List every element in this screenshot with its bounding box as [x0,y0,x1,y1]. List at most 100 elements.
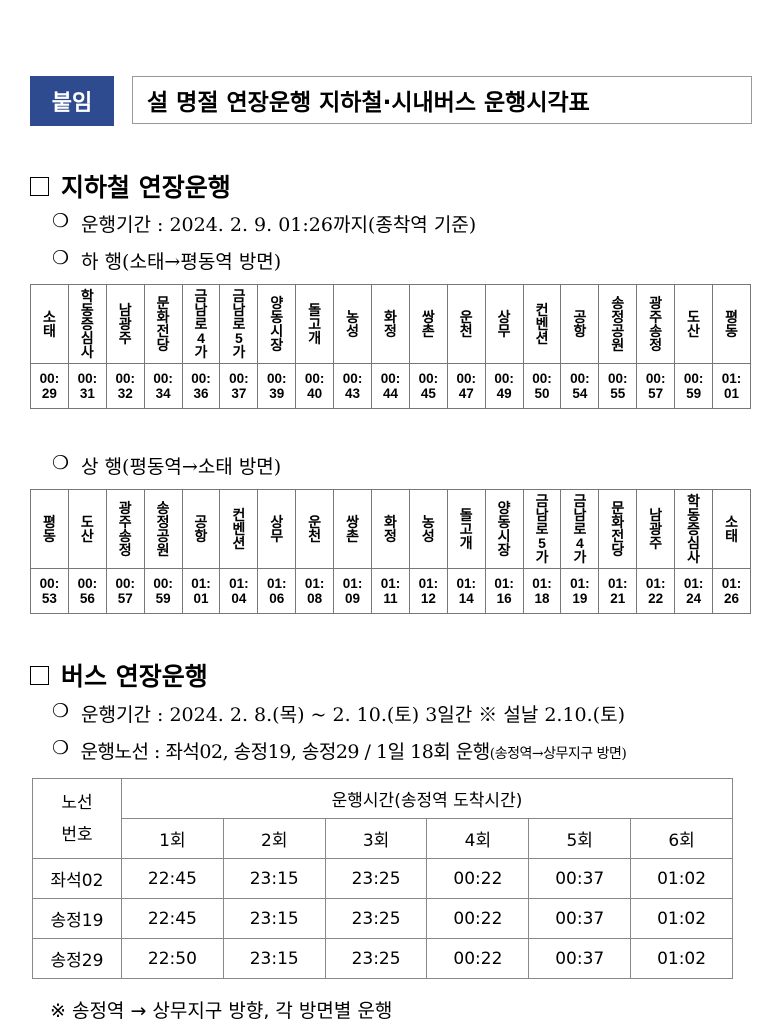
time-cell: 00:55 [598,363,638,409]
time-value: 00:44 [380,371,401,401]
time-cell: 01:12 [408,568,448,614]
time-cell: 00:36 [181,363,221,409]
station-name: 쌍촌 [421,309,435,339]
time-value: 01:16 [494,576,514,606]
time-value: 00:29 [39,371,60,401]
time-cell: 22:50 [121,938,224,979]
time-cell: 00:39 [257,363,297,409]
time-cell: 00:57 [636,363,676,409]
column-header: 5회 [528,818,632,859]
column-header: 2회 [222,818,326,859]
station-cell: 운천 [446,284,486,364]
station-cell: 남광주 [636,489,676,569]
station-cell: 금남로4가 [181,284,221,364]
time-value: 01:01 [721,371,742,401]
time-cell: 00:29 [30,363,69,409]
time-cell: 00:43 [333,363,373,409]
time-cell: 01:14 [446,568,486,614]
station-name: 송정공원 [156,500,170,558]
time-cell: 22:45 [121,898,224,939]
column-header: 3회 [324,818,428,859]
route-cell: 송정29 [32,938,122,979]
time-value: 00:59 [153,576,173,606]
route-note: (송정역→상무지구 방면) [489,746,627,762]
time-cell: 23:25 [324,898,428,939]
time-cell: 00:56 [67,568,107,614]
time-cell: 23:15 [222,858,326,899]
time-cell: 00:34 [143,363,183,409]
time-cell: 01:09 [333,568,373,614]
time-cell: 01:04 [219,568,259,614]
station-name: 학동증심사 [80,288,94,360]
time-value: 00:49 [494,371,514,401]
time-value: 00:40 [304,371,325,401]
time-value: 00:37 [229,371,249,401]
station-cell: 돌고개 [295,284,335,364]
station-name: 공항 [573,309,587,339]
circle-bullet-icon: ❍ [52,247,70,269]
column-header-row: 1회 2회 3회 4회 5회 6회 [33,818,733,859]
station-name: 컨벤션 [232,507,246,551]
time-value: 01:14 [456,576,476,606]
group-header: 운행시간(송정역 도착시간) [121,778,733,819]
station-cell: 평동 [30,489,69,569]
time-value: 00:36 [191,371,211,401]
header-row: 노선 번호 운행시간(송정역 도착시간) [32,778,733,859]
subway-section-heading: 지하철 연장운행 [30,168,231,204]
station-cell: 운천 [295,489,335,569]
bus-schedule-table: 노선 번호 운행시간(송정역 도착시간) 1회 2회 3회 4회 5회 6회 좌석02 22:45… [32,778,733,979]
time-cell: 01:06 [257,568,297,614]
station-cell: 평동 [712,284,751,364]
station-cell: 공항 [181,489,221,569]
station-cell: 소태 [30,284,69,364]
bus-footnote: ※ 송정역 → 상무지구 방향, 각 방면별 운행 [50,1000,393,1022]
time-cell: 01:02 [630,938,733,979]
time-cell: 00:22 [426,858,530,899]
subway-down-table: 소태 학동증심사 남광주 문화전당 금남로4가 금남로5가 양동시장 돌고개 농성 화정 쌍촌 운천 상… [30,284,751,409]
time-value: 00:57 [115,576,135,606]
time-value: 00:43 [342,371,363,401]
station-name: 화정 [384,309,397,339]
time-cell: 00:40 [295,363,335,409]
station-cell: 금남로5가 [522,489,562,569]
subway-period: ❍ 운행기간 : 2024. 2. 9. 01:26까지(종착역 기준) [52,210,476,237]
station-cell: 양동시장 [484,489,524,569]
station-name: 금남로4가 [573,493,587,565]
station-name: 도산 [687,309,701,339]
time-cell: 01:02 [630,898,733,939]
time-value: 00:55 [608,371,628,401]
station-cell: 남광주 [105,284,145,364]
station-row: 소태 학동증심사 남광주 문화전당 금남로4가 금남로5가 양동시장 돌고개 농성 화정 쌍촌 운천 상… [30,284,751,364]
station-name: 남광주 [118,302,132,346]
station-name: 광주송정 [649,295,663,353]
route-cell: 송정19 [32,898,122,939]
station-name: 돌고개 [459,507,473,551]
station-name: 공항 [194,514,208,544]
time-cell: 01:02 [630,858,733,899]
time-row: 00:53 00:56 00:57 00:59 01:01 01:04 01:06 01:08… [30,568,751,614]
circle-bullet-icon: ❍ [52,737,69,759]
time-cell: 01:21 [598,568,638,614]
table-row: 좌석02 22:45 23:15 23:25 00:22 00:37 01:02 [32,858,733,899]
station-cell: 돌고개 [446,489,486,569]
time-cell: 00:53 [30,568,69,614]
station-cell: 학동증심사 [674,489,714,569]
station-name: 광주송정 [118,500,132,558]
station-cell: 송정공원 [143,489,183,569]
bus-route: ❍ 운행노선 : 좌석02, 송정19, 송정29 / 1일 18회 운행(송정역… [52,737,627,764]
station-cell: 쌍촌 [333,489,373,569]
time-value: 01:01 [191,576,211,606]
station-name: 화정 [384,514,397,544]
station-name: 금남로5가 [535,493,549,565]
time-cell: 23:15 [222,898,326,939]
table-row: 송정19 22:45 23:15 23:25 00:22 00:37 01:02 [32,898,733,939]
station-cell: 양동시장 [257,284,297,364]
route-cell: 좌석02 [32,858,122,899]
time-value: 00:57 [645,371,666,401]
time-cell: 00:54 [560,363,600,409]
time-cell: 00:50 [522,363,562,409]
time-cell: 23:25 [324,938,428,979]
subway-down-label: ❍ 하 행(소태→평동역 방면) [52,247,281,274]
time-cell: 00:59 [674,363,714,409]
station-cell: 쌍촌 [408,284,448,364]
